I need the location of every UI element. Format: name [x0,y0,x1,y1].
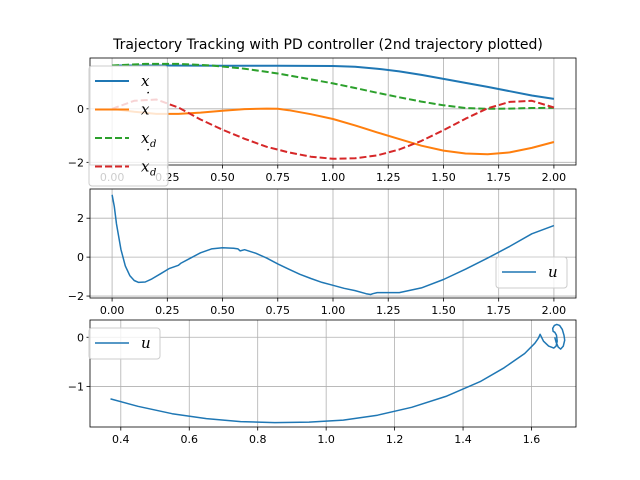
series-line [112,64,555,100]
x-tick-label: 0.75 [266,304,291,317]
y-tick-label: 0 [77,251,84,264]
x-tick-label: 1.4 [454,433,472,446]
legend-subscript: d [150,139,156,150]
y-tick-label: −2 [68,290,84,303]
y-tick-label: 0 [77,331,84,344]
x-tick-label: 0.75 [266,171,291,184]
legend-subscript: d [150,168,156,179]
series-line [110,323,566,424]
y-tick-label: −1 [68,381,84,394]
x-tick-label: 0.4 [112,433,130,446]
legend-label: x [141,158,150,176]
series-line [112,62,554,110]
x-tick-label: 1.2 [386,433,404,446]
x-tick-label: 0.50 [210,171,235,184]
x-tick-label: 0.50 [210,304,235,317]
y-tick-label: 0 [77,103,84,116]
x-tick-label: 1.75 [486,304,511,317]
series-line [111,98,555,160]
legend-dot: ˙ [143,90,151,108]
axes-frame [89,319,577,428]
x-tick-label: 1.25 [376,304,401,317]
y-tick-label: −2 [68,156,84,169]
x-tick-label: 1.00 [321,171,346,184]
x-tick-label: 1.00 [321,304,346,317]
x-tick-label: 1.0 [317,433,335,446]
axes-frame [89,188,577,299]
legend-label: x [141,129,150,147]
x-tick-label: 0.25 [155,304,180,317]
x-tick-label: 1.6 [523,433,541,446]
x-tick-label: 2.00 [542,304,567,317]
x-tick-label: 1.75 [486,171,511,184]
legend-label: u [548,263,558,281]
subplot-control-phase: 0.4 0.6 0.8 1.0 1.2 1.4 1.6 −1 0 u [68,319,577,446]
x-tick-label: 1.25 [376,171,401,184]
x-tick-label: 1.50 [431,304,456,317]
x-tick-label: 2.00 [542,171,567,184]
legend-label: x [141,72,150,90]
x-tick-label: 0.00 [100,304,125,317]
legend-label: x [141,101,150,119]
x-tick-label: 1.50 [431,171,456,184]
legend-dot: ˙ [143,147,151,165]
subplot-control-time: 0.00 0.25 0.50 0.75 1.00 1.25 1.50 1.75 2.00 −2 0 2… [68,188,577,317]
x-tick-label: 0.6 [181,433,199,446]
series-line [111,194,555,296]
legend-box [88,65,169,187]
figure-title: Trajectory Tracking with PD controller (… [112,37,543,53]
legend-label: u [141,334,151,352]
x-tick-label: 0.8 [249,433,267,446]
subplot-trajectory: 0.000.250.500.751.001.251.501.752.00−20x… [68,57,577,187]
y-tick-label: 2 [77,212,84,225]
